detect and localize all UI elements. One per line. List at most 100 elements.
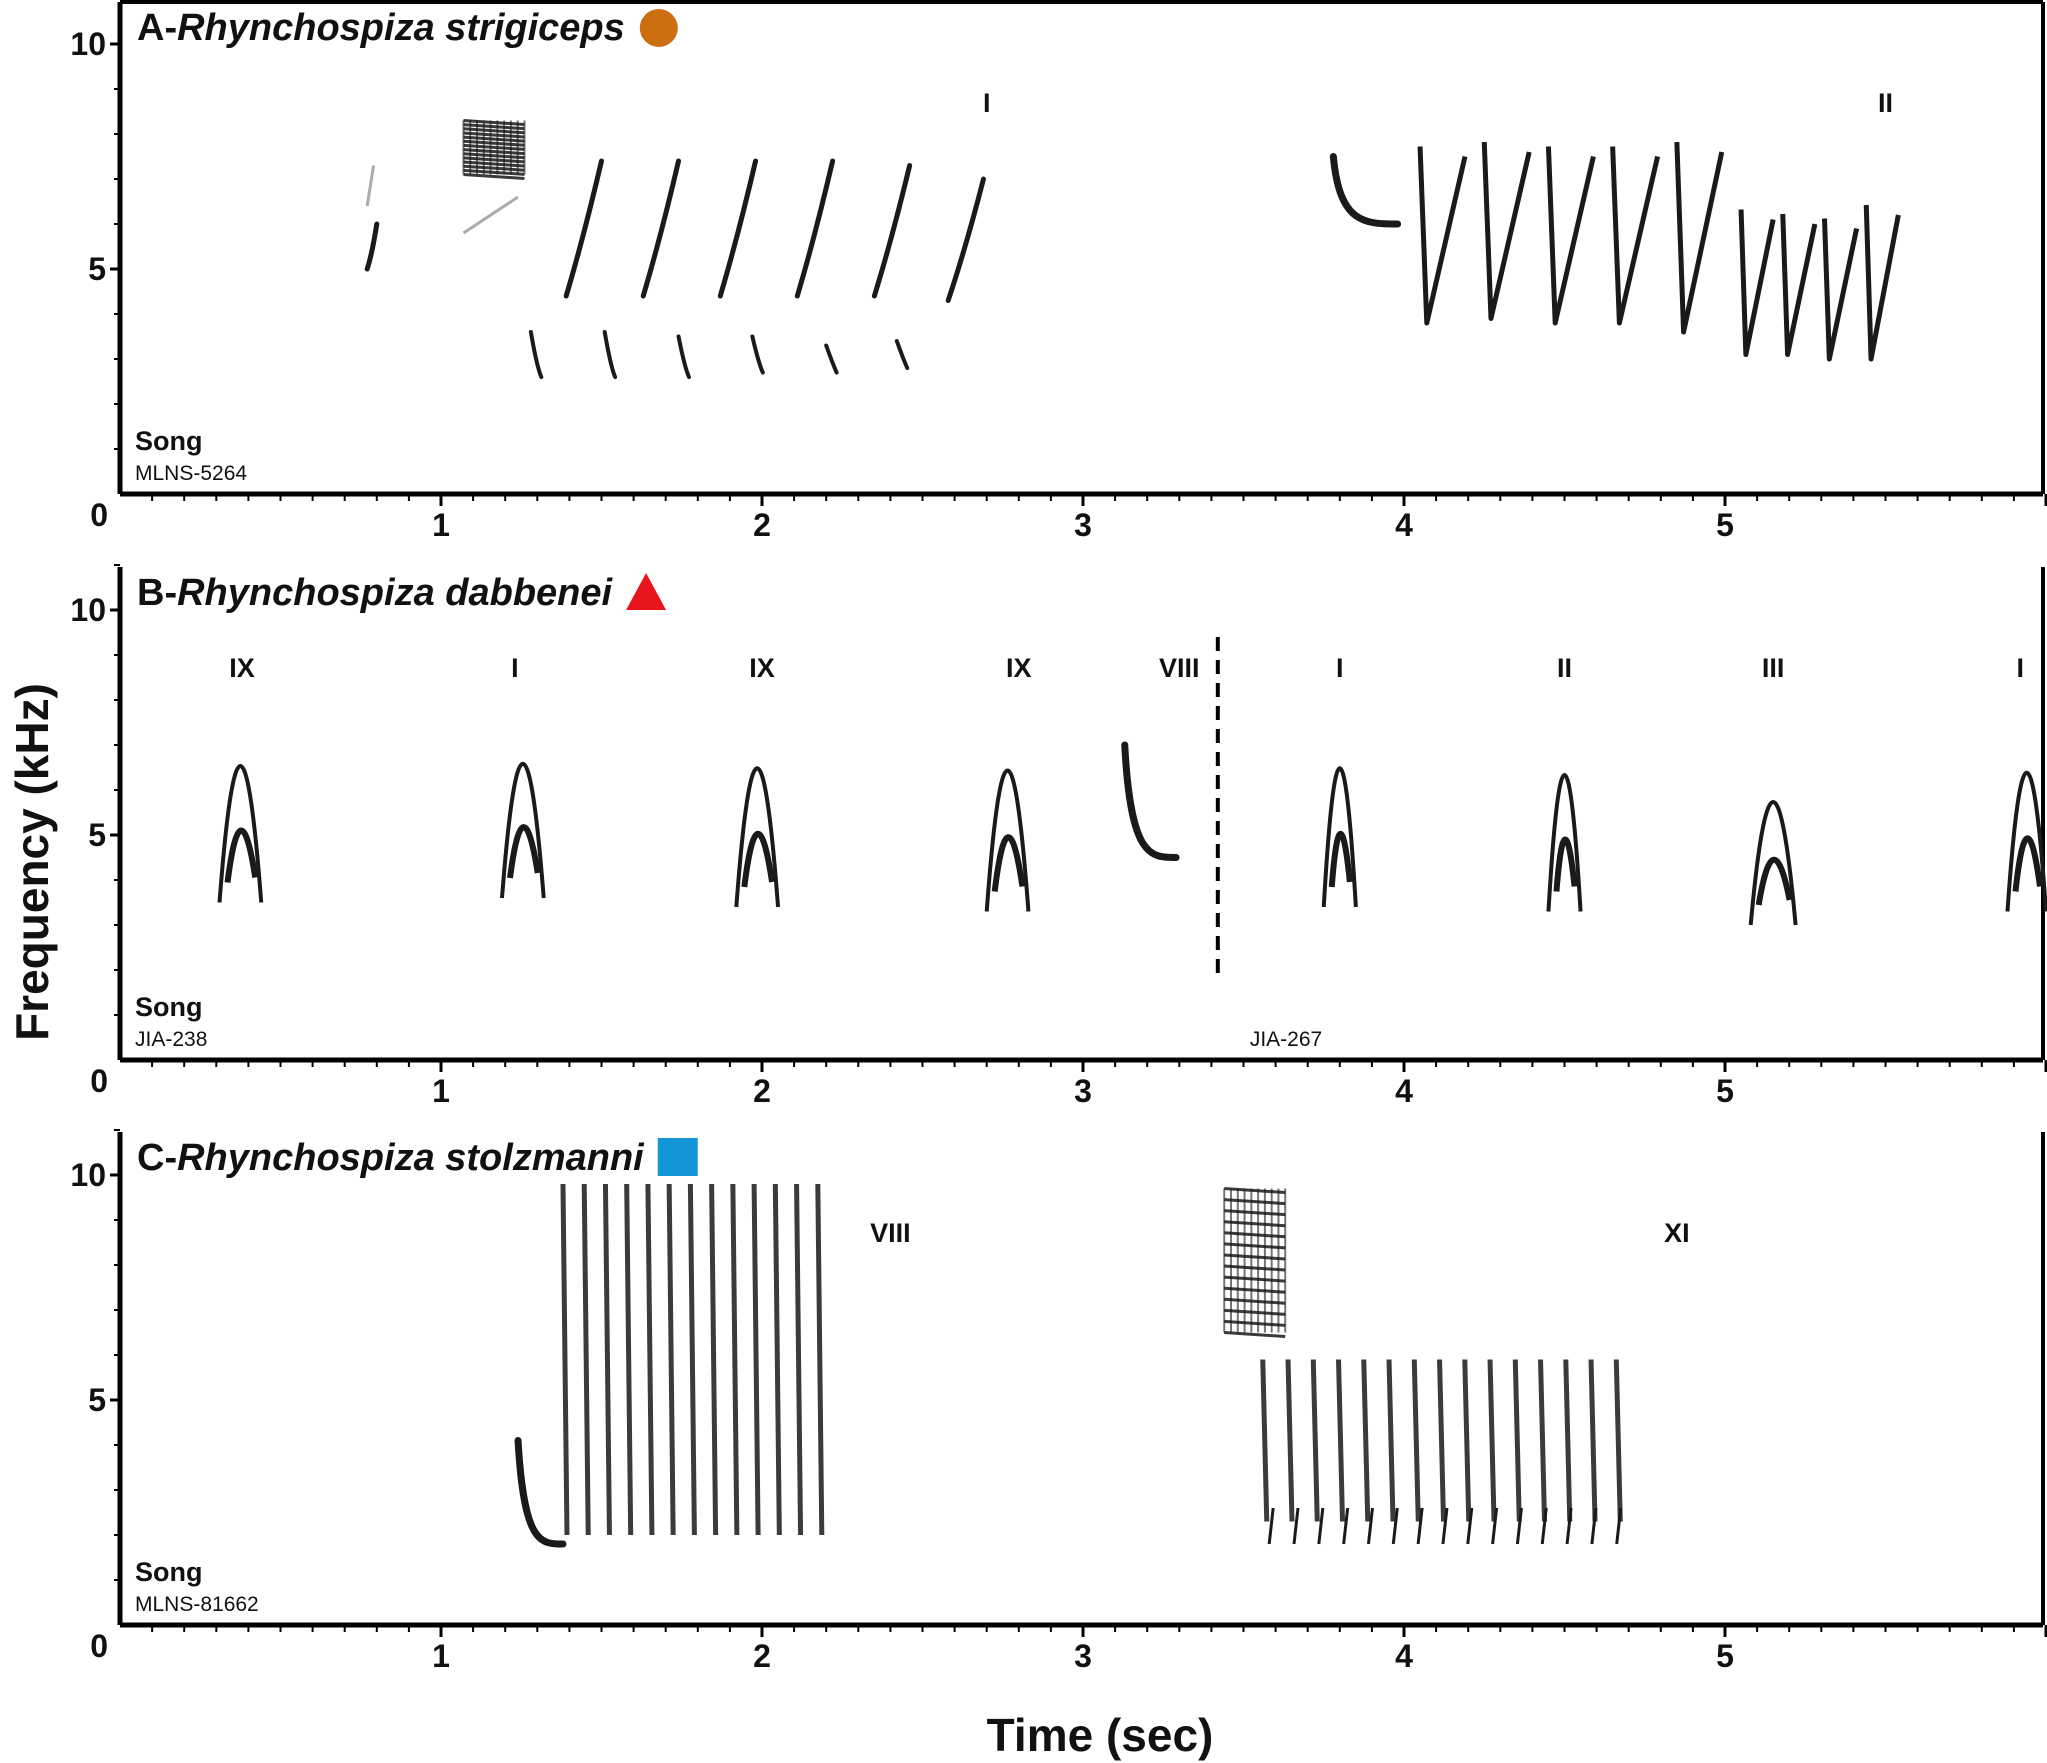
note-curve-4 [1121,741,1180,861]
x-tick-label: 3 [1074,507,1092,543]
buzz-band [1224,1264,1286,1272]
comb-tooth [1613,1359,1623,1522]
buzz-band [463,152,525,160]
tick-mark [1491,1507,1499,1545]
species-name: Rhynchospiza dabbenei [177,572,613,614]
note-drop-13 [750,334,765,375]
y-tick-label: 10 [70,26,106,62]
note-arch-2 [734,766,781,908]
x-tick-label: 1 [432,507,450,543]
note-sweep-7 [794,158,836,299]
note-comb-1 [560,1183,825,1536]
x-tick-label: 3 [1074,1073,1092,1109]
arch-inner [741,830,776,888]
note-buzz-2 [462,119,526,180]
buzz-band [463,160,525,168]
x-tick-label: 2 [753,1073,771,1109]
buzz-band [463,131,525,139]
arch-outer [1748,800,1798,926]
tick-mark [1466,1507,1474,1545]
comb-tooth [1462,1359,1472,1522]
comb-tooth [1588,1359,1598,1522]
buzz-band [463,139,525,147]
buzz-band [1224,1275,1286,1283]
comb-tooth [560,1183,570,1536]
note-faint-1 [365,165,376,207]
buzz-band [463,123,525,131]
note-v-23 [1780,213,1818,357]
note-arch-1 [499,761,546,899]
buzz-band [1224,1308,1286,1316]
note-drop-10 [528,330,544,379]
note-v-20 [1610,146,1661,326]
tick-mark [1441,1507,1449,1545]
comb-tooth [751,1183,761,1536]
comb-tooth [624,1183,634,1536]
note-v-17 [1417,146,1468,326]
comb-tooth [666,1183,676,1536]
arch-inner [1328,830,1353,888]
y-tick-label: 0 [90,1628,108,1664]
note-type-label: I [511,653,519,683]
species-name: Rhynchospiza stolzmanni [177,1137,645,1179]
x-tick-label: 4 [1395,1073,1413,1109]
tick-mark [1515,1507,1523,1545]
comb-tooth [709,1183,719,1536]
buzz-band [463,135,525,143]
note-type-label: I [2017,653,2025,683]
comb-tooth [794,1183,804,1536]
x-tick-label: 3 [1074,1638,1092,1674]
species-marker-square [657,1138,698,1176]
buzz-band [1224,1242,1286,1250]
panel-c: 5 10 0 1 2 3 4 5 C-Rhynchospiza stolzmanni Song ML… [70,1129,2047,1674]
y-axis-title: Frequency (kHz) [6,683,58,1041]
note-sweep-8 [871,163,913,299]
x-tick-label: 1 [432,1638,450,1674]
note-type-label: VIII [870,1218,911,1248]
comb-tooth [1310,1359,1320,1522]
note-arch-0 [217,764,264,903]
arch-inner [2012,835,2043,892]
comb-tooth [1411,1359,1421,1522]
note-v-22 [1738,209,1776,357]
note-arch-5 [1321,766,1358,908]
note-type-label: XI [1664,1218,1690,1248]
note-type-label: I [983,88,991,118]
arch-inner [1553,836,1578,892]
song-label: Song [135,1557,203,1587]
tick-mark [1565,1507,1573,1545]
note-drop-14 [824,343,839,375]
buzz-band [1224,1331,1286,1338]
arch-outer [734,766,781,908]
comb-tooth [1336,1359,1346,1522]
arch-outer [1546,773,1583,912]
tick-mark [1615,1507,1623,1545]
note-arch-8 [2005,770,2047,912]
buzz-band [463,143,525,151]
panel-title: B-Rhynchospiza dabbenei [137,572,614,614]
comb-tooth [1386,1359,1396,1522]
arch-outer [217,764,264,903]
note-ticks-4 [1267,1507,1623,1545]
note-type-label: IX [229,653,255,683]
tick-mark [1540,1507,1548,1545]
buzz-band [1224,1286,1286,1294]
note-drop-12 [676,334,691,379]
y-tick-label: 0 [90,497,108,533]
note-sweep-5 [640,158,682,299]
note-type-label: I [1336,653,1344,683]
buzz-band [463,173,525,180]
buzz-band [463,156,525,164]
buzz-band [1224,1297,1286,1305]
species-name: Rhynchospiza strigiceps [177,7,625,49]
y-tick-label: 5 [88,251,106,287]
arch-outer [499,761,546,899]
panel-b: 5 10 0 1 2 3 4 5 B-Rhynchospiza dabbenei Song JIA-… [70,564,2047,1109]
x-tick-label: 4 [1395,507,1413,543]
buzz-band [1224,1220,1286,1228]
note-comb-3 [1260,1359,1623,1522]
comb-tooth [730,1183,740,1536]
note-faint-3 [462,195,519,235]
note-v-18 [1481,141,1532,321]
